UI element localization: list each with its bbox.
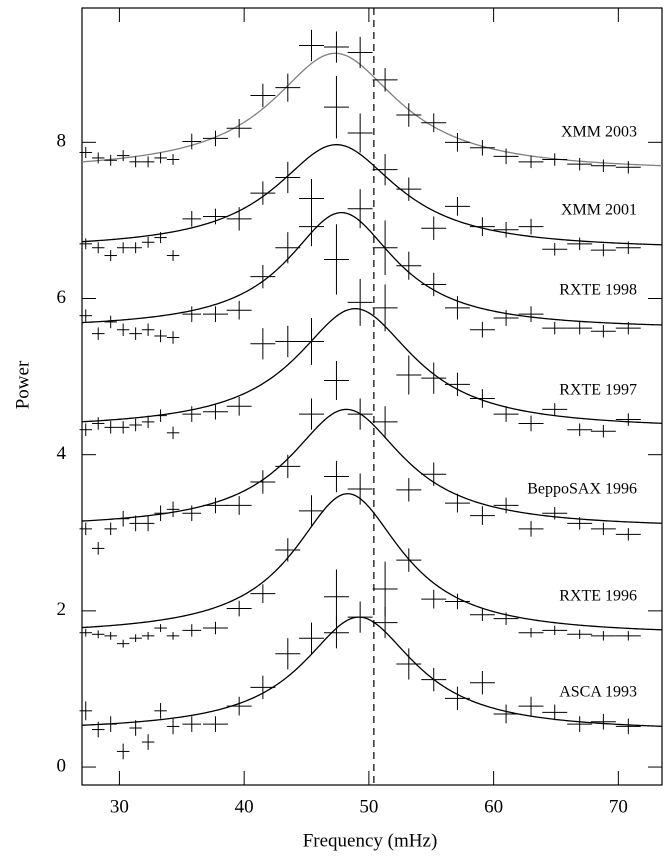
plot-frame — [81, 7, 663, 786]
fit-curve — [81, 408, 663, 524]
series-label: RXTE 1998 — [559, 281, 637, 298]
fit-curve — [81, 211, 663, 326]
x-axis-label: Frequency (mHz) — [303, 830, 438, 851]
y-tick-label: 4 — [57, 443, 67, 464]
x-tick-label: 50 — [359, 796, 378, 817]
series-label: XMM 2001 — [561, 202, 637, 219]
y-tick-label: 0 — [57, 755, 67, 776]
fit-curve — [81, 144, 663, 246]
y-tick-label: 6 — [57, 287, 67, 308]
x-tick-label: 30 — [110, 796, 129, 817]
fit-curve — [81, 52, 663, 167]
series-label: RXTE 1997 — [559, 381, 637, 398]
y-tick-label: 8 — [57, 131, 67, 152]
series-label: RXTE 1996 — [559, 587, 637, 604]
x-tick-label: 70 — [609, 796, 628, 817]
x-tick-label: 60 — [484, 796, 503, 817]
series-label: ASCA 1993 — [559, 684, 637, 701]
fit-curve — [81, 616, 663, 727]
x-tick-label: 40 — [235, 796, 254, 817]
fit-curve — [81, 493, 663, 631]
y-axis-label: Power — [12, 360, 33, 409]
fit-curve — [81, 308, 663, 424]
series-label: XMM 2003 — [561, 124, 637, 141]
y-tick-label: 2 — [57, 599, 67, 620]
series-label: BeppoSAX 1996 — [527, 480, 637, 497]
